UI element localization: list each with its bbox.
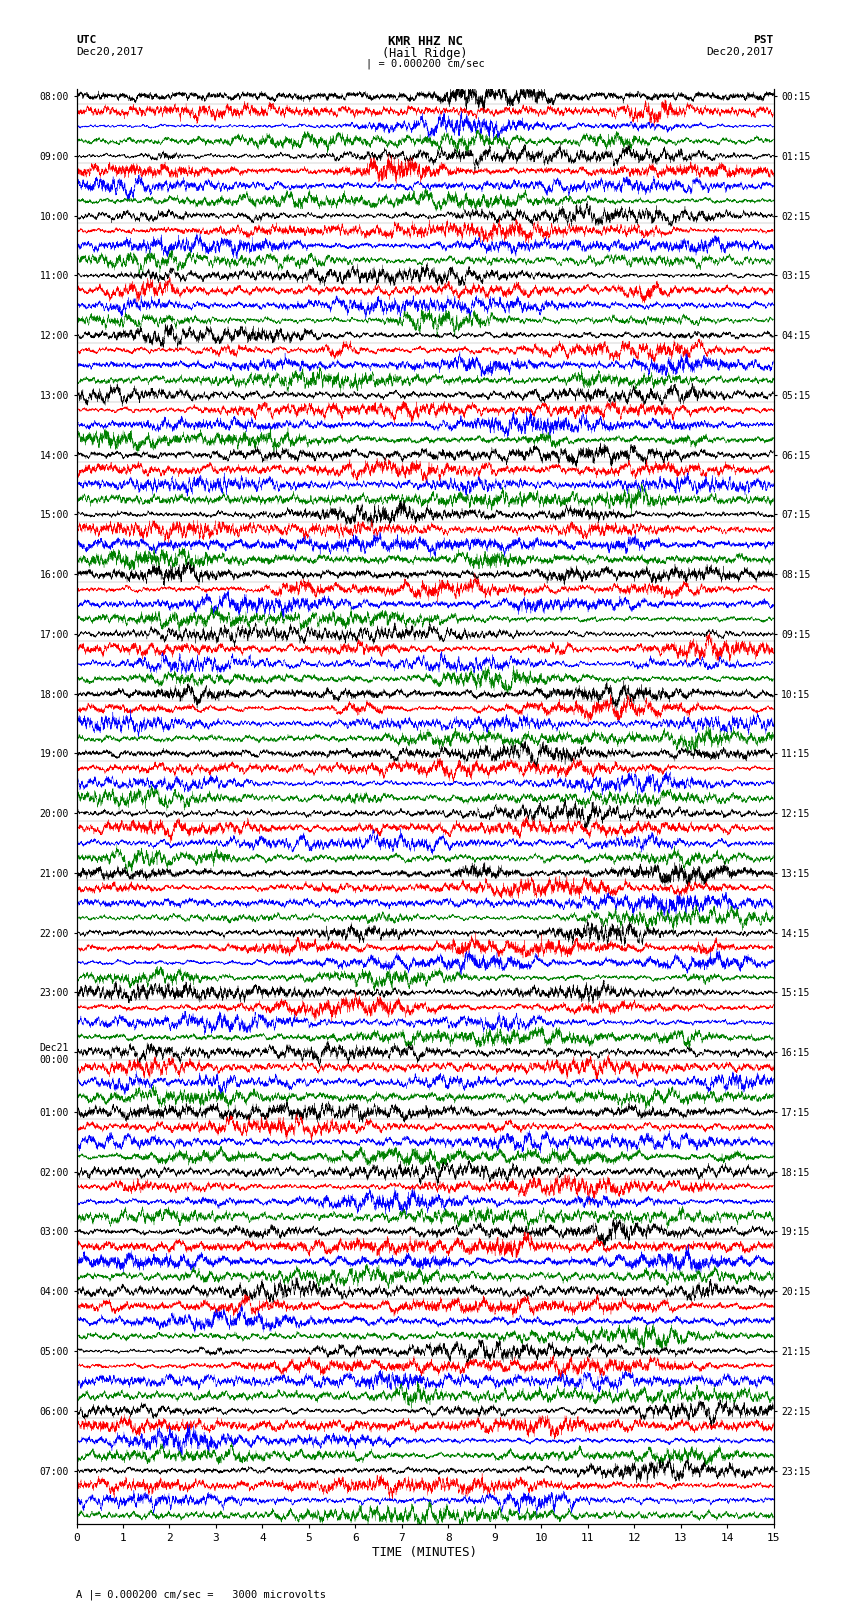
Text: Dec20,2017: Dec20,2017 bbox=[706, 47, 774, 56]
Text: Dec20,2017: Dec20,2017 bbox=[76, 47, 144, 56]
Text: | = 0.000200 cm/sec: | = 0.000200 cm/sec bbox=[366, 58, 484, 69]
Text: PST: PST bbox=[753, 35, 774, 45]
X-axis label: TIME (MINUTES): TIME (MINUTES) bbox=[372, 1547, 478, 1560]
Text: KMR HHZ NC: KMR HHZ NC bbox=[388, 35, 462, 48]
Text: UTC: UTC bbox=[76, 35, 97, 45]
Text: A |= 0.000200 cm/sec =   3000 microvolts: A |= 0.000200 cm/sec = 3000 microvolts bbox=[76, 1589, 326, 1600]
Text: (Hail Ridge): (Hail Ridge) bbox=[382, 47, 468, 60]
